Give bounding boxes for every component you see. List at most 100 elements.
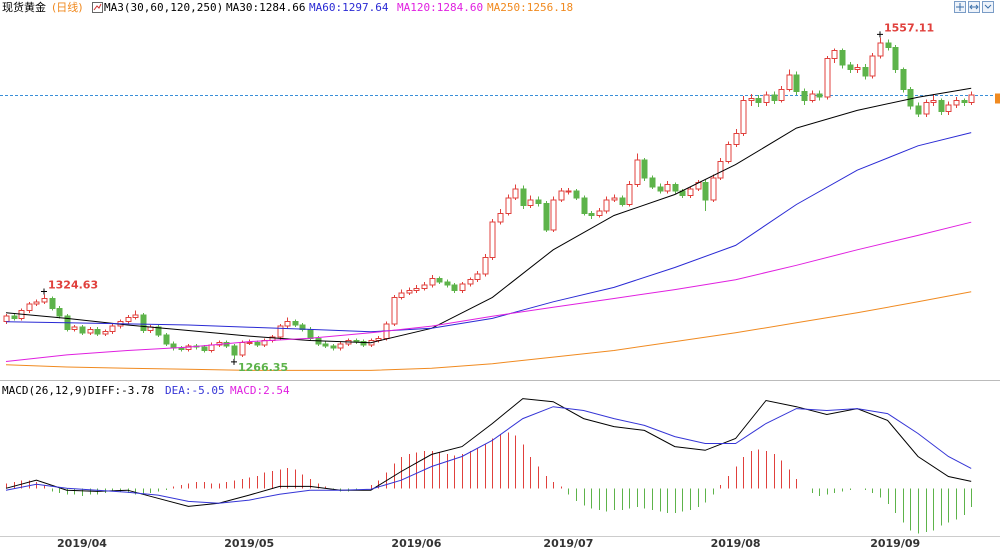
macd-bar — [751, 450, 752, 489]
candle-body — [543, 202, 550, 231]
candle-body — [839, 50, 846, 66]
x-tick-label: 2019/08 — [711, 537, 761, 550]
candle-body — [102, 331, 109, 335]
candle-body — [41, 297, 48, 303]
macd-bar — [926, 488, 927, 532]
x-tick-label: 2019/09 — [870, 537, 920, 550]
x-tick-label: 2019/07 — [543, 537, 593, 550]
candle-body — [641, 159, 648, 179]
macd-bar — [743, 457, 744, 489]
candle-body — [793, 74, 800, 93]
macd-bar — [500, 433, 501, 489]
macd-bar — [948, 488, 949, 523]
candle-body — [573, 190, 580, 199]
candle-body — [801, 91, 808, 101]
candle-body — [611, 197, 618, 201]
candle-body — [535, 199, 542, 204]
candle-body — [907, 88, 914, 107]
candle-body — [915, 105, 922, 115]
macd-bar — [204, 482, 205, 489]
candle-body — [71, 326, 78, 330]
ma-line — [5, 221, 972, 362]
candle-body — [429, 278, 436, 286]
macd-bar — [827, 488, 828, 495]
candle-body — [353, 340, 360, 343]
tool-glyph — [956, 3, 964, 11]
macd-bar — [401, 457, 402, 489]
macd-bar — [310, 478, 311, 489]
x-tick-label: 2019/05 — [224, 537, 274, 550]
candle-body — [436, 278, 443, 283]
candle-body — [140, 314, 147, 332]
macd-bar — [211, 483, 212, 489]
macd-bar — [865, 488, 866, 490]
legend-entry: DIFF:-3.78 — [88, 384, 154, 397]
macd-bar — [530, 457, 531, 489]
macd-bar — [774, 454, 775, 489]
macd-bar — [67, 488, 68, 495]
macd-bar — [74, 488, 75, 495]
candle-body — [717, 160, 724, 179]
macd-bar — [599, 488, 600, 511]
macd-bar — [257, 475, 258, 489]
macd-bar — [872, 488, 873, 493]
candle-body — [748, 97, 755, 101]
macd-bar — [356, 488, 357, 490]
macd-bar — [546, 475, 547, 489]
icon-box[interactable] — [92, 2, 103, 13]
ma-line — [5, 87, 972, 344]
macd-bar — [933, 488, 934, 531]
candle-body — [854, 66, 861, 71]
candle-body — [824, 57, 831, 98]
candle-body — [877, 42, 884, 57]
extreme-marker — [877, 31, 883, 38]
candle-body — [740, 99, 747, 135]
macd-bar — [52, 488, 53, 492]
extreme-marker — [231, 358, 237, 365]
candle-body — [109, 325, 116, 333]
macd-bar — [713, 488, 714, 495]
macd-bar — [508, 432, 509, 489]
macd-bar — [44, 485, 45, 489]
macd-bar — [971, 488, 972, 507]
macd-bar — [850, 488, 851, 490]
candle-body — [626, 184, 633, 205]
candle-body — [413, 288, 420, 292]
candles — [3, 37, 975, 359]
indicator-icon[interactable] — [92, 2, 103, 13]
macd-bar — [515, 435, 516, 489]
candle-body — [816, 93, 823, 98]
candle-body — [657, 186, 664, 192]
macd-bars — [6, 432, 972, 534]
candle-body — [596, 210, 603, 217]
candle-body — [474, 273, 481, 281]
candle-body — [588, 212, 595, 217]
macd-bar — [112, 488, 113, 492]
macd-bar — [150, 488, 151, 493]
macd-bar — [675, 488, 676, 514]
tool-button[interactable] — [982, 1, 994, 13]
candle-body — [155, 326, 162, 336]
macd-bar — [606, 488, 607, 512]
macd-bar — [158, 488, 159, 492]
legend-entry: MA30:1284.66 — [226, 1, 305, 14]
x-tick-label: 2019/06 — [391, 537, 441, 550]
candle-body — [87, 328, 94, 334]
macd-bar — [888, 488, 889, 504]
macd-bar — [796, 478, 797, 489]
legend-entry: MA60:1297.64 — [309, 1, 389, 14]
macd-bar — [416, 452, 417, 489]
candle-body — [649, 177, 656, 188]
candle-body — [421, 284, 428, 290]
ma-line — [5, 291, 972, 371]
candle-body — [603, 199, 610, 212]
macd-bar — [660, 488, 661, 512]
candle-body — [125, 316, 132, 323]
indicator-label: MA3(30,60,120,250) — [104, 1, 223, 14]
macd-bar — [622, 488, 623, 511]
tool-glyph — [969, 4, 979, 10]
macd-bar — [432, 450, 433, 489]
candle-body — [451, 284, 458, 292]
macd-bar — [576, 488, 577, 501]
candle-body — [459, 283, 466, 292]
